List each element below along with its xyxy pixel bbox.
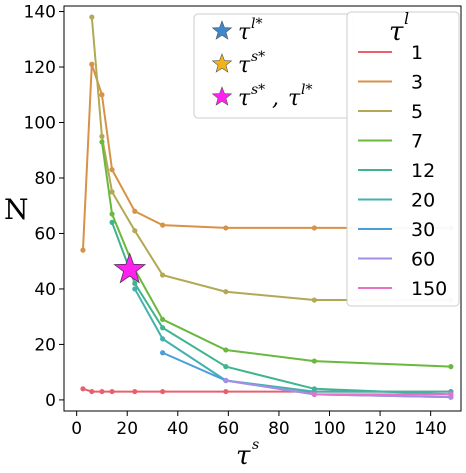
legend-title: τ l [389, 9, 409, 47]
data-point-12 [109, 219, 115, 225]
marker-legend: τ l*τ s*τ s*, τ l* [193, 13, 354, 119]
svg-text:τ: τ [238, 20, 251, 45]
legend-label-20: 20 [411, 190, 435, 212]
y-axis-label: N [4, 193, 29, 226]
data-point-7 [160, 316, 166, 323]
legend-label-150: 150 [411, 278, 447, 300]
data-point-1 [109, 388, 115, 395]
legend-label-12: 12 [411, 160, 435, 182]
marker-legend-label: τ l* [238, 16, 262, 45]
svg-text:s*: s* [251, 82, 265, 98]
series-layer [80, 14, 454, 400]
y-tick-label: 140 [24, 3, 56, 23]
svg-text:τ: τ [238, 86, 251, 111]
data-point-30 [160, 350, 166, 356]
data-point-3 [80, 247, 86, 253]
data-point-20 [132, 286, 138, 292]
svg-text:l*: l* [301, 82, 312, 98]
legend-label-5: 5 [411, 101, 423, 123]
data-point-12 [160, 325, 166, 331]
data-point-3 [89, 61, 95, 67]
y-tick-label: 0 [45, 391, 56, 411]
svg-text:s: s [252, 437, 259, 453]
data-point-7 [109, 211, 115, 217]
x-tick-label: 20 [116, 419, 138, 439]
legend-label-60: 60 [411, 249, 435, 271]
data-point-12 [132, 280, 138, 286]
data-point-1 [99, 388, 105, 395]
data-point-5 [311, 297, 317, 303]
legend-label-7: 7 [411, 131, 423, 153]
svg-text:s*: s* [251, 49, 265, 65]
data-point-3 [160, 222, 166, 228]
x-tick-label: 40 [167, 419, 189, 439]
series-legend: τ l 1 3 5 7 12 20 30 60 150 [346, 9, 460, 307]
svg-text:τ: τ [238, 53, 251, 78]
data-point-3 [109, 167, 115, 173]
data-point-60 [223, 377, 229, 384]
svg-text:τ: τ [288, 86, 301, 111]
legend-label-30: 30 [411, 219, 435, 241]
data-point-5 [89, 14, 95, 20]
y-tick-label: 100 [24, 114, 56, 134]
x-tick-label: 100 [313, 419, 345, 439]
data-point-150 [448, 391, 454, 397]
data-point-5 [109, 189, 115, 195]
data-point-1 [80, 386, 86, 392]
svg-text:τ: τ [236, 441, 251, 471]
marker-legend-label: τ s*, τ l* [238, 82, 312, 111]
data-point-5 [132, 228, 138, 234]
legend-label-1: 1 [411, 42, 423, 64]
x-tick-label: 60 [218, 419, 240, 439]
y-tick-label: 80 [34, 169, 56, 189]
data-point-1 [223, 388, 229, 395]
data-point-12 [223, 364, 229, 370]
y-tick-label: 120 [24, 58, 56, 78]
data-point-7 [99, 139, 105, 145]
legend-label-3: 3 [411, 72, 423, 94]
x-tick-label: 80 [268, 419, 290, 439]
data-point-150 [311, 391, 317, 397]
svg-text:,: , [272, 86, 279, 111]
x-axis-label: τ s [236, 437, 259, 471]
data-point-1 [132, 388, 138, 395]
svg-text:l*: l* [251, 16, 262, 32]
marker-legend-star [211, 86, 233, 106]
x-tick-label: 0 [71, 419, 82, 439]
data-point-1 [160, 388, 166, 395]
data-point-7 [448, 364, 454, 370]
series-line-5 [90, 17, 451, 302]
data-point-3 [311, 225, 317, 231]
data-point-3 [223, 225, 229, 231]
marker-layer [113, 252, 147, 284]
y-tick-label: 20 [34, 335, 56, 355]
data-point-20 [160, 336, 166, 342]
star-marker [113, 252, 147, 284]
x-tick-label: 140 [414, 419, 446, 439]
data-point-1 [89, 388, 95, 395]
data-point-7 [311, 358, 317, 364]
svg-text:τ: τ [389, 17, 404, 47]
marker-legend-star [211, 53, 233, 73]
x-tick-label: 120 [364, 419, 396, 439]
marker-legend-star [211, 20, 233, 40]
data-point-5 [99, 133, 105, 139]
y-tick-label: 60 [34, 224, 56, 244]
svg-text:l: l [404, 9, 409, 28]
data-point-3 [99, 92, 105, 98]
marker-legend-label: τ s* [238, 49, 265, 78]
data-point-5 [223, 289, 229, 295]
data-point-3 [132, 208, 138, 214]
data-point-5 [160, 272, 166, 278]
data-point-7 [223, 347, 229, 353]
y-tick-label: 40 [34, 280, 56, 300]
